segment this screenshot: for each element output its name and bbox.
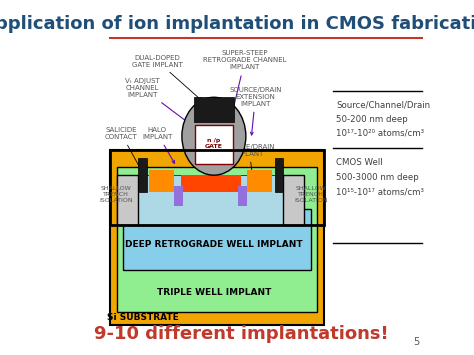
Text: Vₜ ADJUST
CHANNEL
IMPLANT: Vₜ ADJUST CHANNEL IMPLANT [125, 78, 188, 123]
Text: 10¹⁷-10²⁰ atoms/cm³: 10¹⁷-10²⁰ atoms/cm³ [337, 129, 425, 138]
FancyBboxPatch shape [117, 167, 317, 312]
FancyBboxPatch shape [283, 175, 304, 225]
Text: 9-10 different implantations!: 9-10 different implantations! [94, 325, 388, 343]
FancyBboxPatch shape [174, 186, 183, 206]
FancyBboxPatch shape [110, 150, 324, 326]
Text: TRIPLE WELL IMPLANT: TRIPLE WELL IMPLANT [157, 288, 271, 296]
FancyBboxPatch shape [149, 170, 174, 192]
FancyBboxPatch shape [117, 175, 138, 225]
FancyBboxPatch shape [138, 158, 147, 192]
FancyBboxPatch shape [138, 175, 283, 225]
Text: SALICIDE
CONTACT: SALICIDE CONTACT [105, 127, 141, 169]
Text: VERTICAL
PUNCHTHROUGH-STOP
IMPLANT: VERTICAL PUNCHTHROUGH-STOP IMPLANT [177, 203, 257, 224]
Text: Source/Channel/Drain: Source/Channel/Drain [337, 100, 430, 109]
Text: Si SUBSTRATE: Si SUBSTRATE [107, 313, 178, 322]
FancyBboxPatch shape [123, 209, 311, 270]
Text: DUAL-DOPED
GATE IMPLANT: DUAL-DOPED GATE IMPLANT [132, 55, 201, 100]
FancyBboxPatch shape [181, 175, 240, 192]
Text: 500-3000 nm deep: 500-3000 nm deep [337, 173, 419, 182]
Text: HALO
IMPLANT: HALO IMPLANT [142, 127, 174, 163]
Text: 50-200 nm deep: 50-200 nm deep [337, 115, 408, 124]
FancyBboxPatch shape [195, 125, 233, 164]
Text: CMOS Well: CMOS Well [337, 158, 383, 167]
Text: Application of ion implantation in CMOS fabrication: Application of ion implantation in CMOS … [0, 16, 474, 33]
FancyBboxPatch shape [247, 170, 273, 192]
Text: SOURCE/DRAIN
EXTENSION
IMPLANT: SOURCE/DRAIN EXTENSION IMPLANT [229, 87, 282, 135]
FancyBboxPatch shape [274, 158, 283, 192]
Text: SHALLOW
TRENCH
ISOLATION: SHALLOW TRENCH ISOLATION [294, 186, 328, 203]
Text: 10¹⁵-10¹⁷ atoms/cm³: 10¹⁵-10¹⁷ atoms/cm³ [337, 187, 424, 196]
Text: DEEP RETROGRADE WELL IMPLANT: DEEP RETROGRADE WELL IMPLANT [125, 240, 303, 249]
Text: 5: 5 [413, 337, 419, 346]
Text: SHALLOW
TRENCH
ISOLATION: SHALLOW TRENCH ISOLATION [99, 186, 133, 203]
Text: SUPER-STEEP
RETROGRADE CHANNEL
IMPLANT: SUPER-STEEP RETROGRADE CHANNEL IMPLANT [203, 50, 286, 110]
Text: POCKET
IMPLANT: POCKET IMPLANT [148, 200, 179, 221]
Ellipse shape [182, 97, 246, 175]
FancyBboxPatch shape [193, 97, 234, 122]
Text: n /p
GATE: n /p GATE [205, 138, 223, 149]
Text: SOURCE/DRAIN
IMPLANT: SOURCE/DRAIN IMPLANT [223, 144, 275, 177]
FancyBboxPatch shape [238, 186, 247, 206]
